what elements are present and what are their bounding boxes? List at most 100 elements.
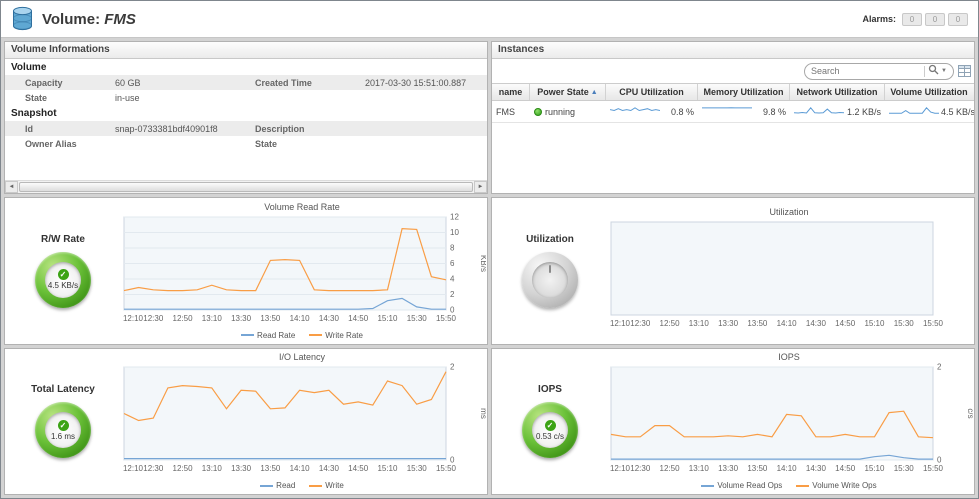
svg-text:15:10: 15:10	[864, 319, 885, 328]
column-header-name[interactable]: name	[492, 84, 530, 100]
chart-legend: Read Write	[118, 481, 486, 490]
field-label: Capacity	[25, 77, 63, 88]
info-row: Id snap-0733381bdf40901f8 Description	[5, 121, 487, 136]
svg-text:13:10: 13:10	[202, 314, 223, 323]
field-value: 60 GB	[115, 77, 141, 88]
iops-panel: IOPS ✓ 0.53 c/s IOPS 0 2 12:10 12:30 12:50 13…	[491, 347, 975, 495]
svg-text:14:10: 14:10	[290, 314, 311, 323]
column-header-network[interactable]: Network Utilization	[790, 84, 885, 100]
separator	[924, 65, 926, 77]
instances-panel: Instances ▼	[491, 41, 975, 194]
iops-chart-block: IOPS 0 2 12:10 12:30 12:50 13:10 13:30 13:50 14:…	[605, 352, 974, 491]
table-row[interactable]: FMS running 0.8 % 9.8 %	[492, 101, 974, 123]
column-header-power-state[interactable]: Power State ▲	[530, 84, 606, 100]
field-value: in-use	[115, 92, 140, 103]
chart-legend: Volume Read Ops Volume Write Ops	[605, 481, 973, 490]
search-box[interactable]: ▼	[804, 62, 954, 80]
instances-table: name Power State ▲ CPU Utilization Memor…	[492, 83, 974, 123]
knob-indicator-icon	[549, 264, 551, 273]
column-header-volume[interactable]: Volume Utilization	[890, 87, 968, 97]
rw-rate-gauge[interactable]: ✓ 4.5 KB/s	[35, 251, 91, 308]
svg-text:0: 0	[937, 456, 942, 465]
instances-table-header: name Power State ▲ CPU Utilization Memor…	[492, 83, 974, 101]
svg-text:15:10: 15:10	[377, 464, 398, 473]
alarm-badge-fatal[interactable]: 0	[902, 12, 922, 26]
svg-text:12: 12	[450, 213, 459, 222]
svg-text:KB/s: KB/s	[479, 255, 486, 272]
iops-gauge[interactable]: ✓ 0.53 c/s	[522, 402, 578, 459]
svg-text:14:10: 14:10	[290, 464, 311, 473]
legend-item: Volume Write Ops	[796, 481, 877, 490]
field-label: Created Time	[255, 77, 312, 88]
utilization-gauge[interactable]	[522, 251, 578, 308]
svg-text:12:30: 12:30	[630, 319, 651, 328]
total-latency-gauge[interactable]: ✓ 1.6 ms	[35, 402, 91, 459]
latency-panel: Total Latency ✓ 1.6 ms I/O Latency 0 2 12:…	[4, 347, 488, 495]
page-title-prefix: Volume:	[42, 10, 101, 28]
io-latency-chart[interactable]: 0 2 12:10 12:30 12:50 13:10 13:30 13:50 14:10 14:…	[118, 363, 487, 491]
read-rate-chart-block: Volume Read Rate 0 2 4 6 8 10 12 12:10 12:30 12:5…	[118, 202, 487, 340]
horizontal-scrollbar[interactable]: ◄ ►	[5, 180, 487, 193]
iops-chart[interactable]: 0 2 12:10 12:30 12:50 13:10 13:30 13:50 14:10 14:…	[605, 363, 974, 491]
svg-text:12:30: 12:30	[143, 314, 164, 323]
gauge-label: IOPS	[538, 384, 562, 396]
field-label: Id	[25, 123, 33, 134]
utilization-chart[interactable]: 12:10 12:30 12:50 13:10 13:30 13:50 14:10 14:30…	[605, 218, 973, 335]
svg-text:12:50: 12:50	[660, 319, 681, 328]
alarm-badge-critical[interactable]: 0	[925, 12, 945, 26]
volume-sparkline	[889, 104, 940, 119]
column-header-cpu[interactable]: CPU Utilization	[606, 84, 698, 100]
info-row: State in-use	[5, 90, 487, 105]
volume-utilization-cell: 4.5 KB/s	[885, 101, 974, 122]
scroll-right-button[interactable]: ►	[474, 181, 487, 193]
svg-text:12:50: 12:50	[173, 464, 194, 473]
svg-text:13:30: 13:30	[231, 464, 252, 473]
alarms-summary: Alarms: 0 0 0	[862, 12, 968, 26]
svg-text:2: 2	[450, 290, 455, 299]
svg-text:13:50: 13:50	[747, 319, 768, 328]
field-label: Owner Alias	[25, 138, 77, 149]
latency-chart-block: I/O Latency 0 2 12:10 12:30 12:50 13:10 13:30 1…	[118, 352, 487, 491]
status-ok-check-icon: ✓	[57, 269, 69, 281]
search-input[interactable]	[811, 66, 922, 76]
legend-item: Volume Read Ops	[701, 481, 782, 490]
svg-text:10: 10	[450, 228, 459, 237]
alarms-label: Alarms:	[862, 14, 896, 24]
gauge-label: Utilization	[526, 233, 574, 245]
status-ok-check-icon: ✓	[544, 419, 556, 431]
iops-gauge-block: IOPS ✓ 0.53 c/s	[494, 384, 606, 459]
customize-columns-icon[interactable]	[958, 65, 971, 77]
svg-text:12:10: 12:10	[123, 314, 144, 323]
gauge-label: Total Latency	[31, 384, 95, 396]
column-header-memory[interactable]: Memory Utilization	[698, 84, 790, 100]
gauge-value: 0.53 c/s	[535, 431, 564, 441]
svg-text:14:30: 14:30	[319, 464, 340, 473]
svg-text:13:30: 13:30	[718, 319, 739, 328]
svg-text:c/s: c/s	[966, 409, 973, 419]
search-icon[interactable]	[928, 62, 939, 80]
svg-text:12:50: 12:50	[660, 464, 681, 473]
gauge-label: R/W Rate	[41, 233, 85, 245]
search-options-caret-icon[interactable]: ▼	[941, 68, 947, 74]
alarm-badge-warning[interactable]: 0	[948, 12, 968, 26]
instance-name-cell[interactable]: FMS	[496, 106, 515, 117]
memory-utilization-cell: 9.8 %	[698, 101, 790, 122]
svg-text:12:30: 12:30	[143, 464, 164, 473]
field-label: State	[255, 138, 278, 149]
svg-text:15:30: 15:30	[894, 464, 915, 473]
scroll-left-button[interactable]: ◄	[5, 181, 18, 193]
volume-read-rate-chart[interactable]: 0 2 4 6 8 10 12 12:10 12:30 12:50 13:10 13:30 13:50 1…	[118, 212, 487, 340]
memory-sparkline	[702, 104, 752, 119]
chart-title: I/O Latency	[278, 352, 326, 363]
svg-text:14:50: 14:50	[348, 314, 369, 323]
network-sparkline	[793, 104, 845, 119]
page-title-volume-name: FMS	[104, 10, 136, 28]
info-row: Capacity 60 GB Created Time 2017-03-30 1…	[5, 75, 487, 90]
rw-rate-gauge-block: R/W Rate ✓ 4.5 KB/s	[7, 234, 119, 308]
cpu-utilization-cell: 0.8 %	[606, 101, 698, 122]
scrollbar-thumb[interactable]	[19, 182, 473, 192]
svg-text:15:30: 15:30	[894, 319, 915, 328]
svg-text:4: 4	[450, 274, 455, 283]
svg-text:0: 0	[450, 456, 455, 465]
utilization-panel: Utilization Utilization 12:10 12:30 12:50 1…	[491, 197, 975, 345]
